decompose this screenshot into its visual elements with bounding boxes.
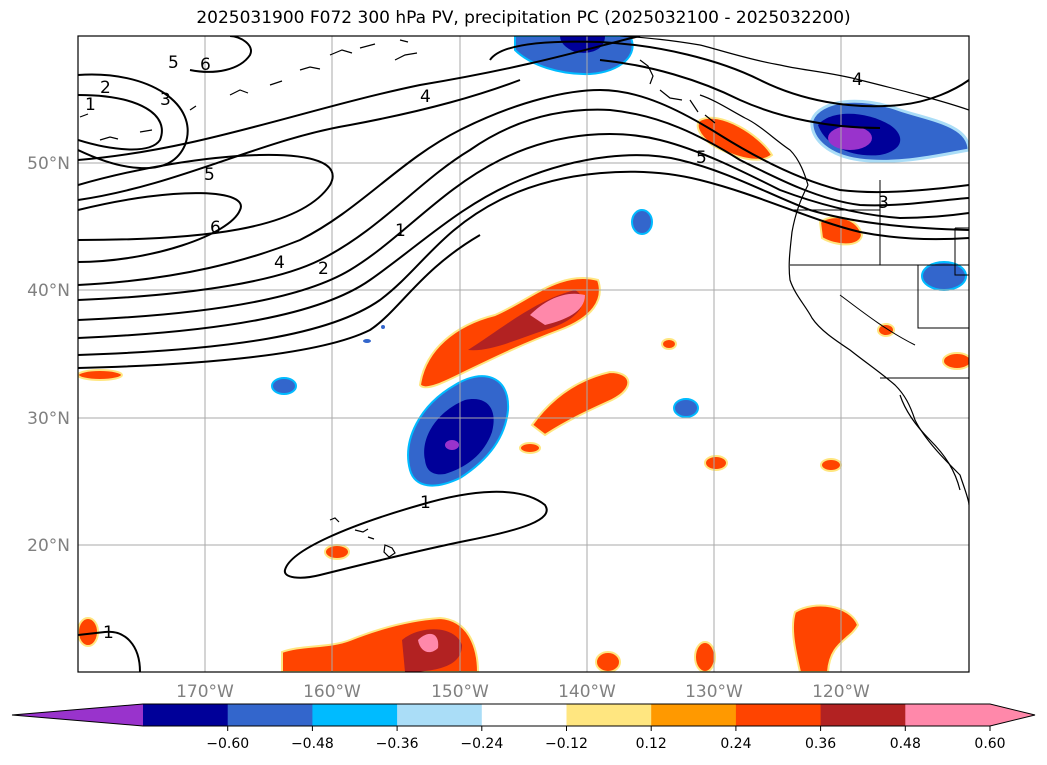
contour-label: 1 (420, 493, 431, 513)
colorbar-tick-label: −0.60 (206, 736, 249, 752)
contour-label: 5 (204, 165, 215, 185)
precip-neg-spot-6 (381, 325, 385, 329)
colorbar-segment (651, 704, 737, 726)
precip-neg-spot-5 (363, 339, 371, 343)
lon-label: 160°W (303, 682, 361, 702)
colorbar-segment (312, 704, 398, 726)
colorbar-segment (735, 704, 822, 726)
colorbar-tick-label: 0.36 (805, 736, 836, 752)
lon-label: 150°W (431, 682, 489, 702)
colorbar-tick-label: 0.48 (890, 736, 921, 752)
pv-contours (78, 36, 969, 672)
colorbar-segment (143, 704, 229, 726)
latitude-labels: 50°N 40°N 30°N 20°N (27, 154, 70, 556)
coastlines (79, 36, 969, 558)
colorbar-tick-label: −0.36 (376, 736, 419, 752)
lon-label: 170°W (176, 682, 234, 702)
contour-label: 6 (210, 218, 221, 238)
precip-neg-spot-4 (921, 261, 967, 291)
contour-label: 3 (878, 193, 889, 213)
colorbar-segment (566, 704, 652, 726)
political-borders (790, 180, 969, 379)
contour-label: 3 (160, 90, 171, 110)
lon-label: 120°W (812, 682, 870, 702)
pv-contour-labels: 5 6 2 1 3 5 6 4 2 1 4 5 4 3 1 1 (85, 53, 889, 643)
colorbar-segment (397, 704, 483, 726)
map-frame (77, 35, 970, 673)
colorbar-segment (481, 704, 567, 726)
colorbar-tick-label: −0.24 (460, 736, 503, 752)
precip-blob-north (696, 116, 774, 161)
precip-spot-5 (704, 455, 728, 471)
colorbar-tick-label: 0.24 (720, 736, 751, 752)
lat-label: 40°N (27, 281, 70, 301)
precip-spot-10 (694, 641, 716, 672)
contour-label: 2 (100, 78, 111, 98)
precip-neg-spot-2 (271, 377, 297, 395)
colorbar-outline (11, 703, 1036, 727)
contour-label: 5 (168, 53, 179, 73)
precip-blob-southeast (791, 604, 860, 672)
contour-label: 4 (852, 70, 863, 90)
precip-spot-9 (595, 651, 621, 672)
contour-label: 1 (103, 623, 114, 643)
contour-label: 1 (85, 95, 96, 115)
colorbar-tick-label: 0.60 (974, 736, 1005, 752)
colorbar-extension-min (12, 704, 143, 726)
colorbar: −0.60 −0.48 −0.36 −0.24 −0.12 0.12 0.24 0.36 0.4… (11, 703, 1036, 752)
graticule (78, 36, 969, 672)
precip-blob-central-max (530, 293, 585, 325)
precip-negative-anomalies (271, 36, 969, 487)
colorbar-segment (905, 704, 991, 726)
precip-spot-6 (820, 458, 842, 472)
precip-neg-spot-3 (673, 398, 699, 418)
contour-label: 1 (395, 221, 406, 241)
colorbar-extension-max (990, 704, 1035, 726)
lat-label: 30°N (27, 409, 70, 429)
colorbar-tick-label: −0.48 (291, 736, 334, 752)
longitude-labels: 170°W 160°W 150°W 140°W 130°W 120°W (176, 682, 870, 702)
colorbar-segment (820, 704, 906, 726)
contour-label: 5 (696, 148, 707, 168)
precip-spot-2 (78, 369, 123, 381)
colorbar-tick-label: −0.12 (545, 736, 588, 752)
precip-spot-8 (942, 352, 969, 370)
contour-label: 4 (420, 87, 431, 107)
precip-spot-3 (519, 442, 541, 454)
precip-neg-blob-central-max (445, 440, 459, 450)
lon-label: 140°W (558, 682, 616, 702)
lat-label: 50°N (27, 154, 70, 174)
lat-label: 20°N (27, 536, 70, 556)
map-title: 2025031900 F072 300 hPa PV, precipitatio… (196, 8, 851, 28)
precip-blob-south-max (418, 633, 439, 653)
precip-spot-1 (324, 544, 350, 560)
map-plot-area: 5 6 2 1 3 5 6 4 2 1 4 5 4 3 1 1 (78, 36, 969, 672)
contour-label: 4 (274, 253, 285, 273)
contour-label: 2 (318, 259, 329, 279)
precip-blob-east (530, 370, 630, 437)
precip-neg-blob-northeast-max (828, 126, 872, 150)
precip-spot-4 (661, 338, 677, 350)
colorbar-segment (227, 704, 313, 726)
colorbar-tick-label: 0.12 (636, 736, 667, 752)
precip-spot-11 (78, 617, 99, 647)
contour-label: 6 (200, 55, 211, 75)
precip-spot-7 (877, 323, 895, 337)
lon-label: 130°W (685, 682, 743, 702)
precip-neg-spot-1 (631, 209, 653, 235)
